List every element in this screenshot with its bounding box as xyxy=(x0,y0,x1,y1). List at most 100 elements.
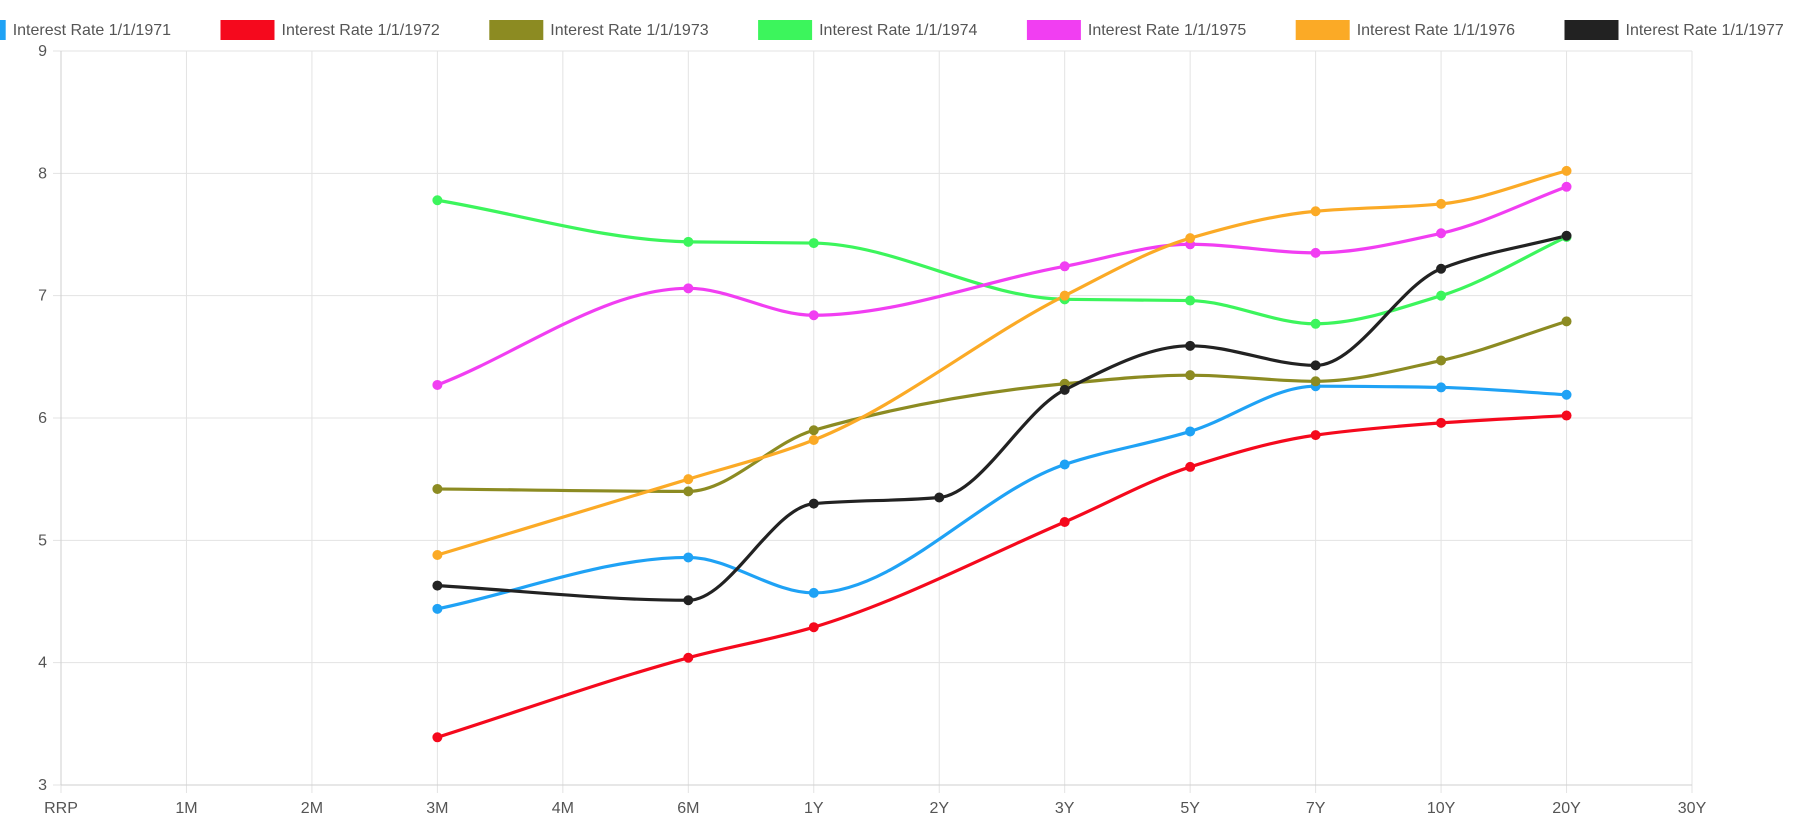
legend-item-4[interactable]: Interest Rate 1/1/1974 xyxy=(758,20,978,40)
series-lines xyxy=(435,169,1569,739)
data-point[interactable] xyxy=(1310,318,1321,329)
data-point[interactable] xyxy=(808,238,819,249)
data-point[interactable] xyxy=(1310,247,1321,258)
legend-label: Interest Rate 1/1/1975 xyxy=(1088,22,1246,39)
legend-label: Interest Rate 1/1/1976 xyxy=(1357,22,1515,39)
axes xyxy=(60,51,1692,786)
data-point[interactable] xyxy=(432,195,443,206)
grid xyxy=(53,50,1693,793)
data-point[interactable] xyxy=(1310,360,1321,371)
legend-label: Interest Rate 1/1/1971 xyxy=(13,22,171,39)
data-point[interactable] xyxy=(432,483,443,494)
data-point[interactable] xyxy=(1561,181,1572,192)
data-point[interactable] xyxy=(1436,198,1447,209)
data-point[interactable] xyxy=(1310,376,1321,387)
data-point[interactable] xyxy=(1059,384,1070,395)
data-point[interactable] xyxy=(1436,355,1447,366)
data-point[interactable] xyxy=(683,486,694,497)
data-point[interactable] xyxy=(808,435,819,446)
data-point[interactable] xyxy=(1185,370,1196,381)
x-tick-label: 6M xyxy=(677,800,699,817)
data-point[interactable] xyxy=(808,425,819,436)
data-point[interactable] xyxy=(1059,261,1070,272)
data-point[interactable] xyxy=(1436,263,1447,274)
data-point[interactable] xyxy=(1059,459,1070,470)
legend[interactable]: Interest Rate 1/1/1971 Interest Rate 1/1/… xyxy=(0,20,1784,40)
data-point[interactable] xyxy=(683,283,694,294)
data-point[interactable] xyxy=(1561,389,1572,400)
legend-swatch xyxy=(1564,20,1619,40)
data-point[interactable] xyxy=(808,498,819,509)
legend-item-7[interactable]: Interest Rate 1/1/1977 xyxy=(1564,20,1784,40)
legend-swatch xyxy=(489,20,544,40)
data-point[interactable] xyxy=(1561,165,1572,176)
data-point[interactable] xyxy=(1185,461,1196,472)
series-line-7 xyxy=(435,234,1569,602)
data-point[interactable] xyxy=(1059,290,1070,301)
legend-item-5[interactable]: Interest Rate 1/1/1975 xyxy=(1026,20,1246,40)
data-point[interactable] xyxy=(1436,382,1447,393)
x-tick-label: 10Y xyxy=(1427,800,1456,817)
x-tick-label: 5Y xyxy=(1180,800,1200,817)
legend-label: Interest Rate 1/1/1974 xyxy=(819,22,977,39)
data-point[interactable] xyxy=(1059,516,1070,527)
x-tick-label: 1Y xyxy=(804,800,824,817)
legend-item-3[interactable]: Interest Rate 1/1/1973 xyxy=(489,20,709,40)
legend-swatch xyxy=(1026,20,1081,40)
legend-swatch xyxy=(758,20,813,40)
y-tick-label: 5 xyxy=(38,532,47,549)
legend-label: Interest Rate 1/1/1977 xyxy=(1626,22,1784,39)
data-point[interactable] xyxy=(1310,430,1321,441)
y-tick-label: 9 xyxy=(38,43,47,60)
x-tick-label: 2Y xyxy=(929,800,949,817)
legend-label: Interest Rate 1/1/1972 xyxy=(282,22,440,39)
x-tick-label: 7Y xyxy=(1306,800,1326,817)
data-point[interactable] xyxy=(1436,290,1447,301)
legend-swatch xyxy=(220,20,275,40)
x-tick-label: 20Y xyxy=(1552,800,1581,817)
data-point[interactable] xyxy=(432,603,443,614)
series-line-3 xyxy=(435,319,1569,493)
y-axis: 3 4 5 6 7 8 9 xyxy=(38,43,47,794)
data-point[interactable] xyxy=(432,580,443,591)
x-axis: RRP 1M 2M 3M 4M 6M 1Y 2Y 3Y 5Y 7Y 10Y 20Y 30Y xyxy=(44,800,1706,817)
y-tick-label: 3 xyxy=(38,777,47,794)
data-point[interactable] xyxy=(683,552,694,563)
legend-item-1[interactable]: Interest Rate 1/1/1971 xyxy=(0,20,171,40)
legend-swatch xyxy=(1295,20,1350,40)
data-point[interactable] xyxy=(1561,316,1572,327)
data-point[interactable] xyxy=(808,622,819,633)
legend-item-6[interactable]: Interest Rate 1/1/1976 xyxy=(1295,20,1515,40)
x-tick-label: 3M xyxy=(426,800,448,817)
data-point[interactable] xyxy=(683,236,694,247)
x-tick-label: 2M xyxy=(301,800,323,817)
data-point[interactable] xyxy=(1436,228,1447,239)
y-tick-label: 8 xyxy=(38,165,47,182)
legend-item-2[interactable]: Interest Rate 1/1/1972 xyxy=(220,20,440,40)
x-tick-label: RRP xyxy=(44,800,78,817)
data-point[interactable] xyxy=(1310,206,1321,217)
series-line-2 xyxy=(435,413,1569,739)
x-tick-label: 1M xyxy=(175,800,197,817)
data-point[interactable] xyxy=(1185,426,1196,437)
y-tick-label: 6 xyxy=(38,410,47,427)
data-point[interactable] xyxy=(683,474,694,485)
series-points xyxy=(432,165,1572,743)
data-point[interactable] xyxy=(432,379,443,390)
series-line-5 xyxy=(435,185,1569,387)
data-point[interactable] xyxy=(1561,410,1572,421)
data-point[interactable] xyxy=(1185,295,1196,306)
data-point[interactable] xyxy=(432,732,443,743)
legend-label: Interest Rate 1/1/1973 xyxy=(550,22,708,39)
data-point[interactable] xyxy=(808,587,819,598)
data-point[interactable] xyxy=(1185,233,1196,244)
data-point[interactable] xyxy=(1185,340,1196,351)
data-point[interactable] xyxy=(1561,230,1572,241)
legend-swatch xyxy=(0,20,6,40)
data-point[interactable] xyxy=(1436,417,1447,428)
data-point[interactable] xyxy=(683,652,694,663)
data-point[interactable] xyxy=(432,550,443,561)
data-point[interactable] xyxy=(934,492,945,503)
data-point[interactable] xyxy=(683,595,694,606)
data-point[interactable] xyxy=(808,310,819,321)
